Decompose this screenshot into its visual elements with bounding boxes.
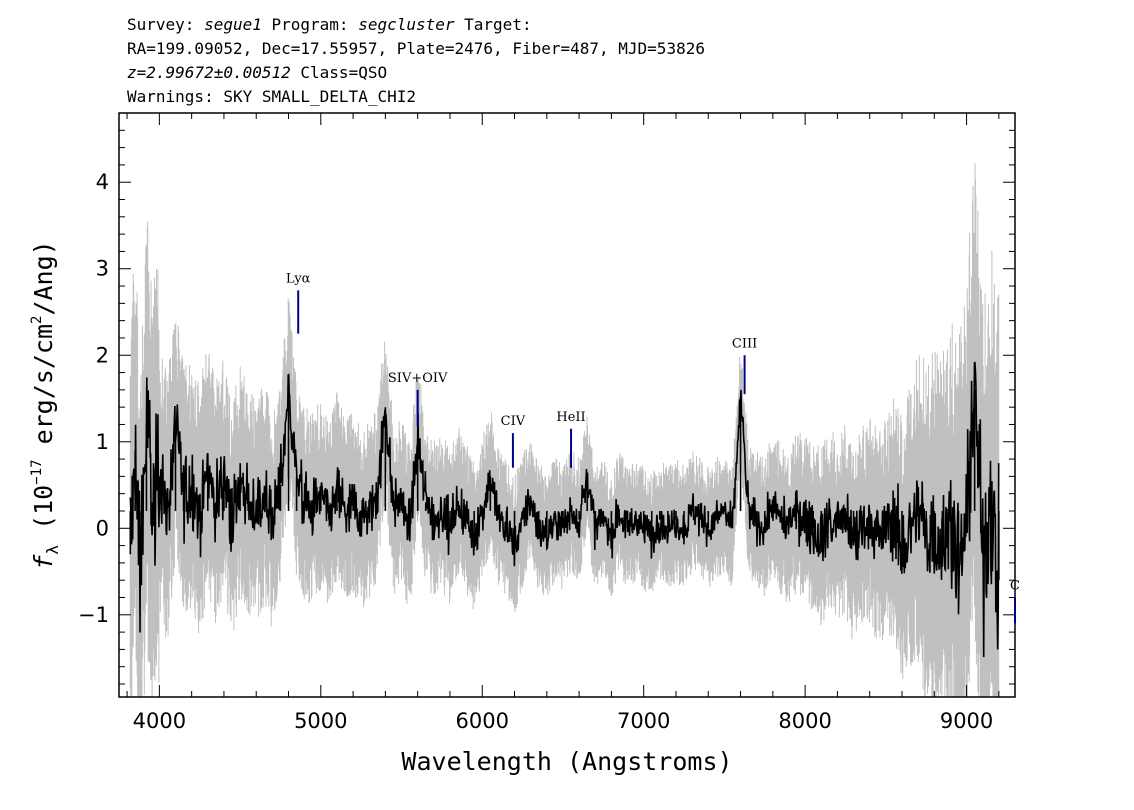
emission-line-label: CIII — [732, 336, 757, 351]
y-tick-label: 0 — [96, 516, 109, 540]
header-line-1: Survey: segue1 Program: segcluster Targe… — [127, 15, 532, 34]
plot-header: Survey: segue1 Program: segcluster Targe… — [127, 15, 705, 106]
x-tick-label: 8000 — [778, 709, 831, 733]
emission-line-label: SIV+OIV — [388, 371, 448, 386]
survey-name: segue1 — [204, 15, 262, 34]
y-tick-label: 3 — [96, 257, 109, 281]
y-tick-label: 4 — [96, 170, 109, 194]
redshift: z=2.99672±0.00512 — [127, 63, 291, 82]
emission-line-label: CIV — [501, 414, 526, 429]
emission-line-label: Lyα — [286, 271, 311, 286]
emission-line-markers: Lyα SIV+OIV CIV HeII CIII C — [286, 271, 1020, 624]
emission-line-label: HeII — [556, 410, 585, 425]
x-tick-label: 5000 — [294, 709, 347, 733]
x-tick-label: 4000 — [133, 709, 186, 733]
header-warnings: Warnings: SKY SMALL_DELTA_CHI2 — [127, 87, 416, 106]
y-tick-label: −1 — [78, 603, 109, 627]
header-line-2: RA=199.09052, Dec=17.55957, Plate=2476, … — [127, 39, 705, 58]
header-line-3: z=2.99672±0.00512 Class=QSO — [127, 63, 387, 82]
x-tick-label: 6000 — [456, 709, 509, 733]
class-label: Class=QSO — [291, 63, 387, 82]
y-tick-label: 2 — [96, 343, 109, 367]
emission-line-label: C — [1010, 579, 1020, 594]
x-tick-label: 9000 — [940, 709, 993, 733]
axes-frame — [118, 112, 1016, 698]
flux-series — [129, 361, 1000, 658]
y-axis-label: fλ (10−17 erg/s/cm2/Ang) — [29, 240, 62, 569]
program-name: segcluster — [358, 15, 455, 34]
x-axis-label: Wavelength (Angstroms) — [401, 747, 732, 776]
y-tick-label: 1 — [96, 430, 109, 454]
x-tick-label: 7000 — [617, 709, 670, 733]
plot-area — [129, 163, 1000, 697]
axis-ticks: 4000 5000 6000 7000 8000 9000 −1 0 1 2 3 4 — [78, 113, 1015, 733]
